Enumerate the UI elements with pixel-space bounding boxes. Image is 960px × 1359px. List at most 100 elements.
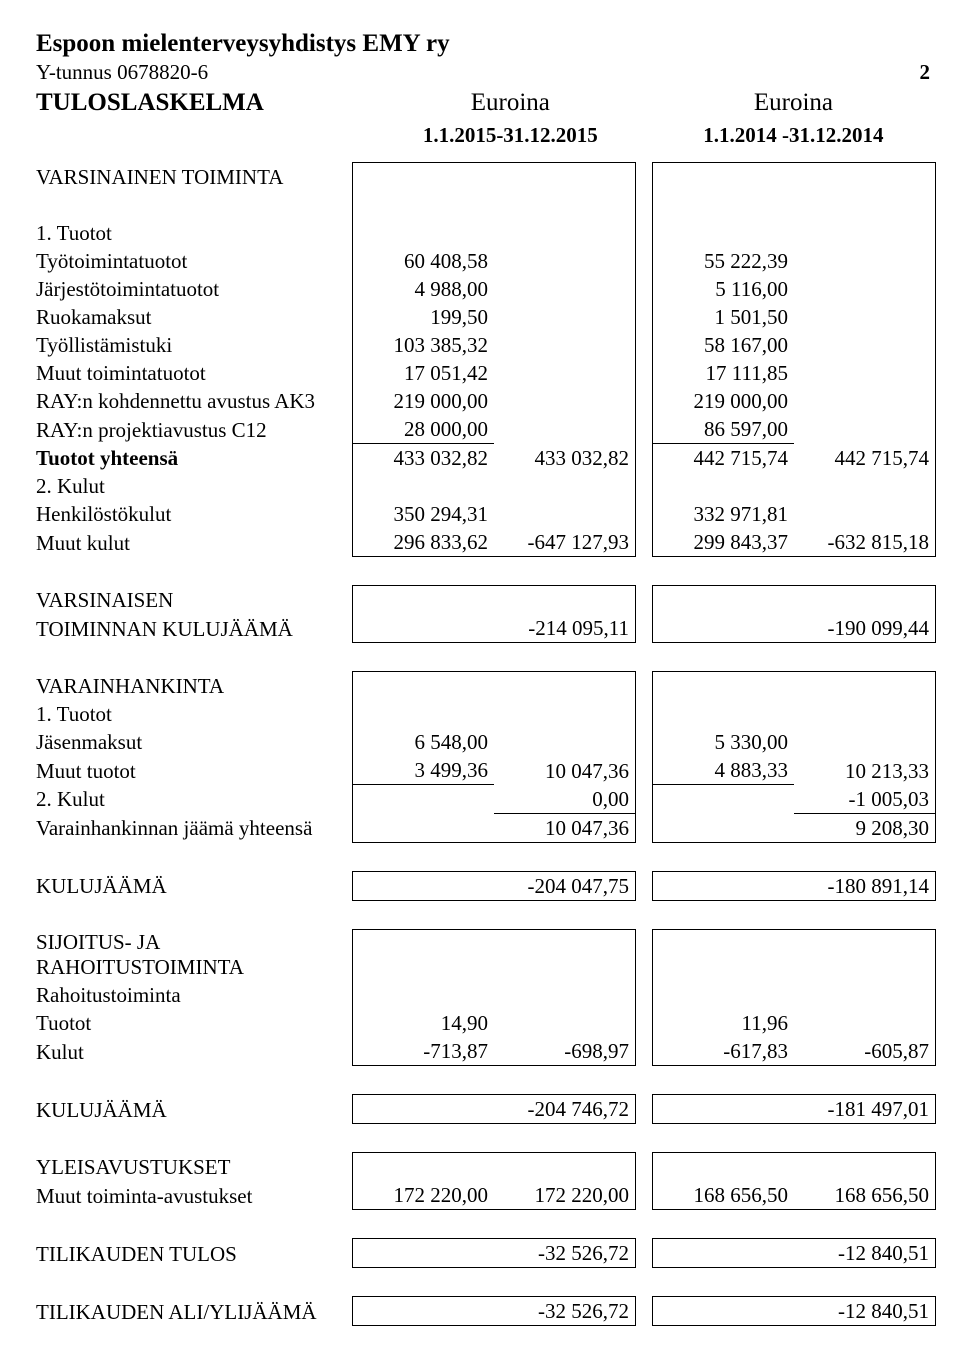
cell-b2: -181 497,01 <box>794 1095 936 1124</box>
heading-row: TULOSLASKELMA Euroina Euroina <box>36 89 930 117</box>
table-row: Työllistämistuki 103 385,32 58 167,00 <box>36 331 936 359</box>
table-row: TILIKAUDEN TULOS -32 526,72 -12 840,51 <box>36 1239 936 1268</box>
cell-b1: 219 000,00 <box>653 387 795 415</box>
table-row: Muut kulut 296 833,62 -647 127,93 299 84… <box>36 528 936 557</box>
cell-a2: 10 047,36 <box>494 756 636 785</box>
table-row: Rahoitustoiminta <box>36 981 936 1009</box>
unit-col-a: Euroina <box>374 89 647 117</box>
table-row: Muut toiminta-avustukset 172 220,00 172 … <box>36 1181 936 1210</box>
spacer-row <box>36 842 936 871</box>
cell-a1: 219 000,00 <box>353 387 495 415</box>
cell-a1: 199,50 <box>353 303 495 331</box>
y-tunnus: Y-tunnus 0678820-6 <box>36 60 208 85</box>
cell-b1: 5 116,00 <box>653 275 795 303</box>
cell-b1: 442 715,74 <box>653 444 795 473</box>
cell-a2: 172 220,00 <box>494 1181 636 1210</box>
section-title: VARAINHANKINTA <box>36 672 353 701</box>
ytunnus-row: Y-tunnus 0678820-6 2 <box>36 60 930 85</box>
row-label: Muut tuotot <box>36 756 353 785</box>
spacer-row <box>36 1066 936 1095</box>
cell-b2: 168 656,50 <box>794 1181 936 1210</box>
table-row: Jäsenmaksut 6 548,00 5 330,00 <box>36 728 936 756</box>
cell-b1: 55 222,39 <box>653 247 795 275</box>
cell-b2: -190 099,44 <box>794 614 936 643</box>
cell-a1: 17 051,42 <box>353 359 495 387</box>
row-label: Varainhankinnan jäämä yhteensä <box>36 813 353 842</box>
row-label: RAY:n projektiavustus C12 <box>36 415 353 444</box>
period-a: 1.1.2015-31.12.2015 <box>374 123 647 148</box>
period-b: 1.1.2014 -31.12.2014 <box>657 123 930 148</box>
cell-a2: -647 127,93 <box>494 528 636 557</box>
row-label: Ruokamaksut <box>36 303 353 331</box>
table-row: 1. Tuotot <box>36 700 936 728</box>
doc-title: TULOSLASKELMA <box>36 89 374 117</box>
cell-a2: -214 095,11 <box>494 614 636 643</box>
cell-a2: -204 746,72 <box>494 1095 636 1124</box>
page-number: 2 <box>920 60 931 85</box>
spacer-row <box>36 643 936 672</box>
cell-b2: 9 208,30 <box>794 813 936 842</box>
row-label: Jäsenmaksut <box>36 728 353 756</box>
cell-b2: -632 815,18 <box>794 528 936 557</box>
row-label: Työtoimintatuotot <box>36 247 353 275</box>
row-label: Kulut <box>36 1037 353 1066</box>
table-row: 2. Kulut 0,00 -1 005,03 <box>36 785 936 814</box>
table-row: KULUJÄÄMÄ -204 746,72 -181 497,01 <box>36 1095 936 1124</box>
spacer-row <box>36 900 936 929</box>
table-row: TILIKAUDEN ALI/YLIJÄÄMÄ -32 526,72 -12 8… <box>36 1297 936 1326</box>
table-row: 1. Tuotot <box>36 219 936 247</box>
row-label: VARSINAISEN <box>36 586 353 615</box>
table-row: 2. Kulut <box>36 472 936 500</box>
table-row: Ruokamaksut 199,50 1 501,50 <box>36 303 936 331</box>
section-title: VARSINAINEN TOIMINTA <box>36 163 353 192</box>
cell-b2: 442 715,74 <box>794 444 936 473</box>
cell-a1: 4 988,00 <box>353 275 495 303</box>
cell-a2: -32 526,72 <box>494 1297 636 1326</box>
cell-b1: 86 597,00 <box>653 415 795 444</box>
table-row: Henkilöstökulut 350 294,31 332 971,81 <box>36 500 936 528</box>
row-label: Henkilöstökulut <box>36 500 353 528</box>
table-row: Työtoimintatuotot 60 408,58 55 222,39 <box>36 247 936 275</box>
cell-b1: -617,83 <box>653 1037 795 1066</box>
cell-a1: 103 385,32 <box>353 331 495 359</box>
income-statement-table: VARSINAINEN TOIMINTA 1. Tuotot Työtoimin… <box>36 162 936 1326</box>
row-label: 2. Kulut <box>36 785 353 814</box>
cell-b2: -12 840,51 <box>794 1239 936 1268</box>
row-label: Järjestötoimintatuotot <box>36 275 353 303</box>
cell-b1: 1 501,50 <box>653 303 795 331</box>
cell-b2: -1 005,03 <box>794 785 936 814</box>
cell-a1: 172 220,00 <box>353 1181 495 1210</box>
cell-b2: -180 891,14 <box>794 871 936 900</box>
cell-a2: -698,97 <box>494 1037 636 1066</box>
table-row: Järjestötoimintatuotot 4 988,00 5 116,00 <box>36 275 936 303</box>
table-row: YLEISAVUSTUKSET <box>36 1153 936 1182</box>
period-row: 1.1.2015-31.12.2015 1.1.2014 -31.12.2014 <box>36 123 930 148</box>
table-row: Kulut -713,87 -698,97 -617,83 -605,87 <box>36 1037 936 1066</box>
spacer-row <box>36 557 936 586</box>
cell-b1: 11,96 <box>653 1009 795 1037</box>
cell-a2: -204 047,75 <box>494 871 636 900</box>
cell-b1: 299 843,37 <box>653 528 795 557</box>
cell-a1: 28 000,00 <box>353 415 495 444</box>
spacer-row <box>36 1124 936 1153</box>
row-label: 2. Kulut <box>36 472 353 500</box>
row-label: Tuotot <box>36 1009 353 1037</box>
table-row: Muut toimintatuotot 17 051,42 17 111,85 <box>36 359 936 387</box>
table-row: VARSINAINEN TOIMINTA <box>36 163 936 192</box>
cell-b2: -605,87 <box>794 1037 936 1066</box>
table-row: Muut tuotot 3 499,36 10 047,36 4 883,33 … <box>36 756 936 785</box>
table-row: KULUJÄÄMÄ -204 047,75 -180 891,14 <box>36 871 936 900</box>
cell-b1: 58 167,00 <box>653 331 795 359</box>
cell-a1: 3 499,36 <box>353 756 495 785</box>
cell-b1: 17 111,85 <box>653 359 795 387</box>
cell-a1: -713,87 <box>353 1037 495 1066</box>
row-label: KULUJÄÄMÄ <box>36 1095 353 1124</box>
spacer-row <box>36 1268 936 1297</box>
cell-a1: 60 408,58 <box>353 247 495 275</box>
table-row: VARSINAISEN <box>36 586 936 615</box>
cell-a1: 14,90 <box>353 1009 495 1037</box>
table-row: RAY:n projektiavustus C12 28 000,00 86 5… <box>36 415 936 444</box>
table-row: VARAINHANKINTA <box>36 672 936 701</box>
table-row: Tuotot 14,90 11,96 <box>36 1009 936 1037</box>
table-row: Tuotot yhteensä 433 032,82 433 032,82 44… <box>36 444 936 473</box>
